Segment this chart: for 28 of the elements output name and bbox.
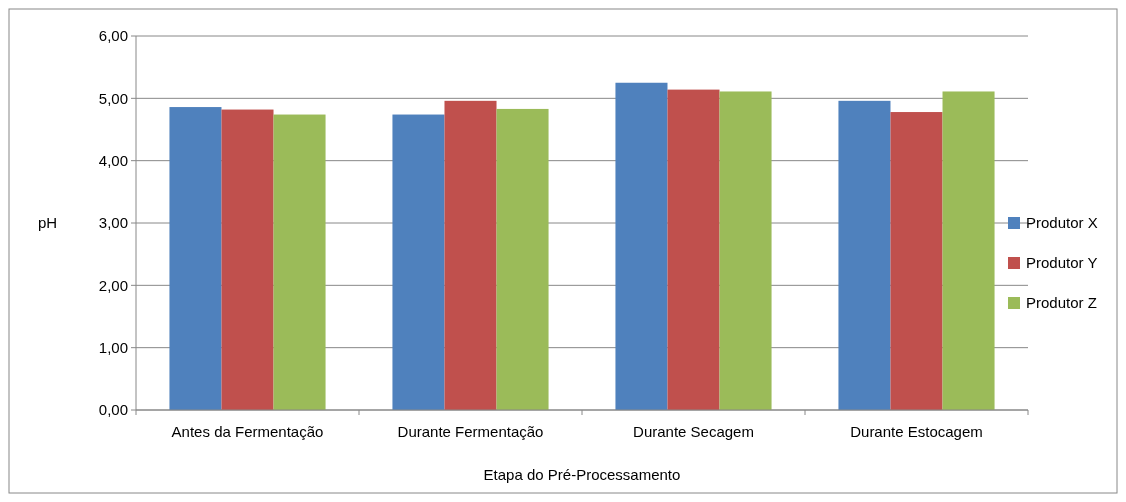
y-axis-title: pH bbox=[38, 214, 58, 232]
bar bbox=[719, 91, 772, 410]
y-tick-label: 4,00 bbox=[98, 151, 128, 169]
y-tick-label: 6,00 bbox=[98, 27, 128, 45]
bar bbox=[615, 82, 668, 410]
x-tick-label: Durante Fermentação bbox=[397, 423, 544, 440]
bar bbox=[444, 100, 497, 410]
bar bbox=[838, 100, 891, 410]
bar bbox=[221, 109, 274, 410]
legend-label: Produtor Z bbox=[1026, 294, 1097, 312]
x-tick-label: Durante Estocagem bbox=[850, 423, 983, 440]
bar bbox=[273, 114, 326, 410]
y-tick-label: 5,00 bbox=[98, 89, 128, 107]
bar bbox=[667, 89, 720, 410]
y-tick-label: 2,00 bbox=[98, 276, 128, 294]
y-tick-label: 3,00 bbox=[98, 214, 128, 232]
y-tick-label: 0,00 bbox=[98, 401, 128, 419]
legend-label: Produtor Y bbox=[1026, 254, 1098, 272]
y-tick-label: 1,00 bbox=[98, 338, 128, 356]
bar bbox=[496, 108, 549, 410]
bar bbox=[890, 112, 943, 410]
bar bbox=[392, 114, 445, 410]
x-tick-label: Antes da Fermentação bbox=[171, 423, 324, 440]
bar bbox=[169, 107, 222, 410]
legend-label: Produtor X bbox=[1026, 214, 1098, 232]
bar bbox=[942, 91, 995, 410]
x-tick-label: Durante Secagem bbox=[633, 423, 754, 440]
x-axis-title: Etapa do Pré-Processamento bbox=[483, 466, 681, 483]
